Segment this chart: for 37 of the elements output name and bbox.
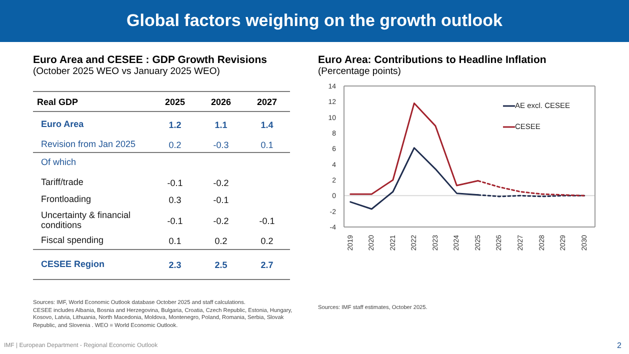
x-tick-label: 2027 [256,96,278,108]
data-label: -0.2 [212,176,230,190]
x-tick-label: 2025 [164,96,186,108]
chart-subtitle: (Percentage points) [318,66,402,77]
y-tick-label: Tariff/trade [40,176,84,189]
y-tick-label: Frontloading [40,193,92,206]
text: 2 [617,341,622,350]
y-tick-label: Fiscal spending [40,234,105,248]
data-label: 0.2 [168,138,182,152]
y-tick-label: CESEE Region [40,258,106,271]
data-label: 1.2 [168,118,182,132]
data-label: 0.1 [168,235,182,248]
chart-title: Euro Area and CESEE : GDP Growth Revisions [33,54,268,66]
data-label: -0.1 [258,214,276,228]
data-label: 2.5 [214,258,228,272]
y-tick-label: Euro Area [40,118,85,131]
data-label: 0.3 [168,194,182,207]
x-tick-label: 2026 [210,96,232,108]
data-label: 0.2 [260,235,274,248]
data-label: -0.3 [212,138,230,152]
data-label: 1.1 [214,118,228,132]
chart-subtitle: (October 2025 WEO vs January 2025 WEO) [33,66,221,77]
data-label: 1.4 [260,118,274,132]
y-tick-label: Revision from Jan 2025 [40,138,137,151]
data-label: -0.1 [212,194,230,207]
y-tick-label: Uncertainty & financial conditions [40,208,132,232]
data-label: -0.2 [212,214,230,228]
data-label: 0.1 [260,138,274,152]
text: Global factors weighing on the growth outlook [126,11,502,31]
data-label: 2.3 [168,258,182,272]
data-label: 0.2 [214,235,228,248]
chart-title: Euro Area: Contributions to Headline Inflation [318,54,548,66]
data-label: 2.7 [260,258,274,272]
y-axis-title: Real GDP [36,96,80,108]
y-tick-label: Of which [40,156,78,169]
data-label: -0.1 [166,214,184,228]
data-label: -0.1 [166,176,184,190]
